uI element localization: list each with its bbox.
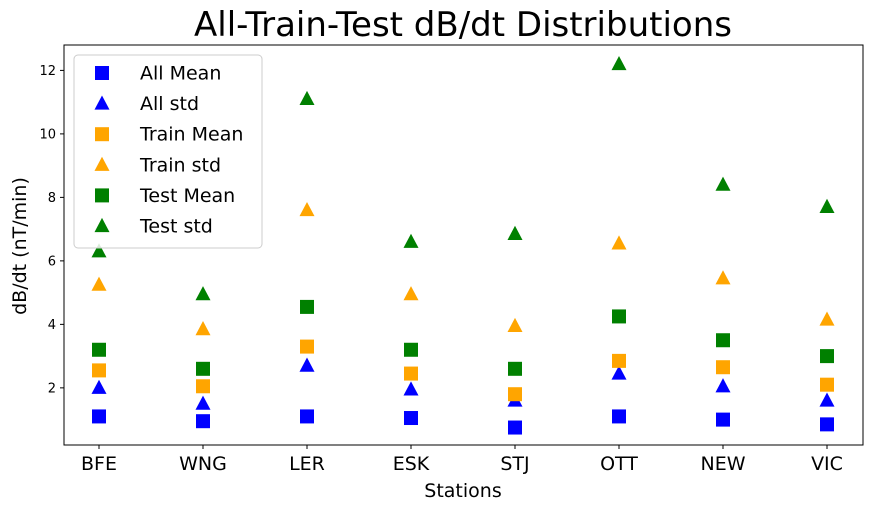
point-train-mean-ler (300, 339, 314, 354)
plot-area: 2 4 6 8 10 12 BFE WNG LER ESK STJ OTT NEW VIC (39, 44, 864, 475)
legend-label-all-std: All std (140, 93, 199, 115)
point-train-mean-bfe (92, 363, 106, 378)
point-train-mean-vic (820, 377, 834, 392)
legend-marker-train-mean (95, 127, 109, 142)
point-test-mean-esk (404, 342, 418, 357)
point-train-std-stj (507, 317, 523, 333)
point-test-mean-new (716, 333, 730, 348)
legend-box (73, 54, 263, 249)
point-all-mean-bfe (92, 409, 106, 424)
y-tick-label: 8 (48, 191, 56, 206)
point-test-std-wng (195, 286, 211, 301)
point-test-mean-stj (508, 361, 522, 376)
legend-marker-all-std (94, 95, 110, 110)
legend-label-test-mean: Test Mean (139, 185, 235, 207)
legend-marker-test-mean (95, 188, 109, 203)
y-tick-label: 10 (39, 127, 56, 142)
point-all-mean-ler (300, 409, 314, 424)
point-test-std-ott (611, 55, 627, 71)
point-all-mean-ott (612, 409, 626, 424)
legend: All Mean All std Train Mean Train std Test M… (73, 54, 263, 249)
point-all-std-new (715, 378, 731, 393)
plot-frame (63, 44, 864, 446)
point-all-mean-wng (196, 414, 210, 429)
point-test-std-bfe (91, 243, 107, 258)
point-train-std-vic (819, 311, 835, 326)
x-tick-label-wng: WNG (179, 453, 227, 475)
point-test-mean-wng (196, 361, 210, 376)
point-all-std-ler (299, 357, 315, 372)
x-tick-label-esk: ESK (393, 453, 430, 475)
point-train-std-wng (195, 321, 211, 336)
x-tick-label-stj: STJ (500, 453, 529, 475)
point-train-std-new (715, 270, 731, 285)
legend-marker-test-std (94, 217, 110, 233)
point-train-mean-wng (196, 379, 210, 394)
point-train-std-esk (403, 286, 419, 301)
point-all-mean-new (716, 412, 730, 427)
legend-marker-all-mean (95, 66, 109, 80)
point-all-std-vic (819, 392, 835, 407)
point-all-mean-vic (820, 417, 834, 432)
legend-marker-train-std (94, 156, 110, 171)
x-tick-label-ott: OTT (600, 453, 638, 475)
x-tick-label-bfe: BFE (81, 453, 117, 475)
point-train-mean-stj (508, 387, 522, 402)
legend-label-all-mean: All Mean (140, 63, 221, 85)
point-test-std-vic (819, 198, 835, 213)
point-all-std-wng (195, 395, 211, 410)
y-tick-label: 2 (48, 381, 56, 396)
y-tick-label: 12 (39, 64, 56, 79)
chart-title: All-Train-Test dB/dt Distributions (194, 5, 732, 45)
point-test-mean-bfe (92, 342, 106, 357)
x-tick-label-new: NEW (700, 453, 745, 475)
point-test-std-stj (507, 225, 523, 240)
point-train-mean-esk (404, 366, 418, 381)
point-train-mean-new (716, 360, 730, 375)
point-all-std-bfe (91, 379, 107, 394)
point-test-std-ler (299, 90, 315, 106)
x-axis-label: Stations (424, 480, 501, 502)
point-test-mean-ler (300, 299, 314, 314)
x-tick-label-ler: LER (289, 453, 325, 475)
point-test-std-new (715, 176, 731, 191)
legend-label-train-std: Train std (139, 154, 221, 176)
point-all-std-ott (611, 365, 627, 380)
point-train-mean-ott (612, 353, 626, 368)
point-all-mean-stj (508, 420, 522, 435)
y-axis-label: dB/dt (nT/min) (9, 177, 31, 315)
point-test-std-esk (403, 233, 419, 248)
point-test-mean-ott (612, 309, 626, 324)
y-tick-label: 6 (48, 254, 56, 269)
point-train-std-ott (611, 235, 627, 250)
point-train-std-bfe (91, 276, 107, 291)
point-all-mean-esk (404, 411, 418, 426)
x-tick-label-vic: VIC (811, 453, 843, 475)
point-test-mean-vic (820, 349, 834, 364)
point-all-std-esk (403, 381, 419, 396)
y-tick-label: 4 (48, 318, 56, 333)
legend-label-train-mean: Train Mean (139, 124, 243, 146)
legend-label-test-std: Test std (139, 216, 213, 238)
point-train-std-ler (299, 201, 315, 217)
